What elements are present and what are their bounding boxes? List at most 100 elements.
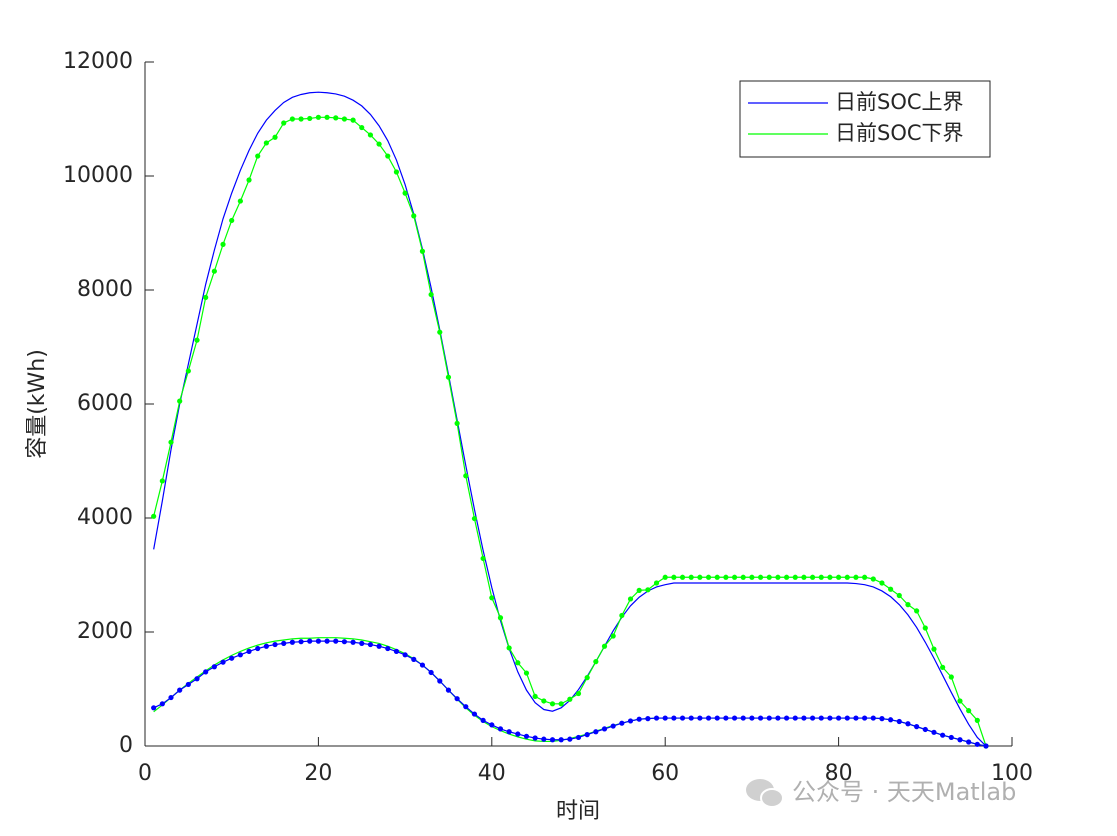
data-point bbox=[437, 678, 443, 684]
x-tick-label: 20 bbox=[304, 761, 332, 786]
data-point bbox=[827, 574, 833, 580]
data-point bbox=[697, 574, 703, 580]
data-point bbox=[740, 715, 746, 721]
data-point bbox=[471, 711, 478, 717]
x-tick-label: 0 bbox=[138, 761, 152, 786]
data-point bbox=[966, 739, 972, 745]
data-point bbox=[185, 368, 191, 374]
data-point bbox=[445, 687, 452, 693]
data-point bbox=[731, 715, 738, 721]
data-point bbox=[974, 717, 980, 723]
data-point bbox=[931, 646, 937, 652]
data-point bbox=[385, 645, 391, 652]
data-point bbox=[783, 574, 790, 580]
data-point bbox=[940, 664, 946, 670]
data-point bbox=[497, 726, 504, 732]
data-point bbox=[714, 715, 720, 721]
data-point bbox=[333, 638, 339, 644]
data-point bbox=[480, 717, 486, 723]
y-axis-label: 容量(kWh) bbox=[25, 349, 50, 459]
data-point bbox=[350, 117, 356, 123]
data-point bbox=[766, 715, 772, 721]
data-point bbox=[757, 715, 764, 721]
data-point bbox=[333, 115, 339, 121]
data-point bbox=[940, 732, 946, 738]
data-point bbox=[289, 639, 295, 645]
data-point bbox=[324, 114, 330, 120]
data-point bbox=[315, 114, 321, 120]
data-point bbox=[549, 737, 556, 743]
data-point bbox=[740, 574, 746, 580]
data-point bbox=[879, 580, 885, 586]
data-point bbox=[862, 715, 868, 721]
x-tick-label: 40 bbox=[478, 761, 506, 786]
data-point bbox=[870, 576, 876, 582]
x-tick-label: 100 bbox=[991, 761, 1033, 786]
data-point bbox=[957, 737, 963, 743]
data-point bbox=[584, 675, 590, 681]
data-point bbox=[376, 141, 382, 147]
data-point bbox=[272, 134, 278, 140]
data-point bbox=[679, 574, 686, 580]
data-point bbox=[411, 656, 417, 662]
data-point bbox=[896, 592, 902, 599]
data-point bbox=[636, 587, 642, 593]
data-point bbox=[393, 648, 400, 654]
data-point bbox=[385, 153, 391, 159]
data-point bbox=[549, 701, 556, 707]
data-point bbox=[905, 602, 911, 608]
data-point bbox=[289, 116, 295, 122]
data-point bbox=[775, 574, 781, 580]
data-point bbox=[523, 670, 530, 676]
data-point bbox=[636, 716, 642, 722]
data-point bbox=[723, 715, 729, 721]
x-tick-label: 80 bbox=[825, 761, 853, 786]
data-point bbox=[619, 720, 625, 726]
data-point bbox=[350, 639, 356, 645]
data-point bbox=[757, 574, 764, 580]
data-point bbox=[567, 736, 573, 742]
data-point bbox=[428, 291, 434, 298]
data-point bbox=[853, 574, 859, 580]
data-point bbox=[853, 715, 859, 721]
data-point bbox=[705, 574, 712, 580]
data-point bbox=[801, 715, 807, 721]
data-point bbox=[827, 715, 833, 721]
data-point bbox=[662, 574, 668, 580]
data-point bbox=[298, 116, 304, 122]
data-point bbox=[246, 648, 252, 654]
data-point bbox=[229, 217, 235, 224]
data-point bbox=[315, 638, 321, 644]
data-point bbox=[281, 120, 287, 126]
data-point bbox=[428, 669, 434, 676]
data-point bbox=[229, 655, 235, 661]
data-point bbox=[671, 715, 677, 721]
data-point bbox=[194, 676, 200, 682]
data-point bbox=[359, 640, 365, 647]
data-point bbox=[714, 574, 720, 580]
data-point bbox=[532, 735, 538, 741]
data-point bbox=[151, 705, 157, 711]
data-point bbox=[879, 716, 885, 722]
data-point bbox=[463, 473, 469, 479]
data-point bbox=[159, 478, 165, 484]
data-point bbox=[523, 733, 530, 739]
data-point bbox=[220, 659, 226, 665]
data-point bbox=[307, 115, 313, 122]
data-point bbox=[185, 681, 191, 688]
data-point bbox=[541, 698, 547, 704]
y-tick-label: 8000 bbox=[77, 277, 133, 302]
data-point bbox=[454, 420, 460, 426]
data-point bbox=[298, 639, 304, 645]
data-point bbox=[957, 698, 963, 704]
data-point bbox=[844, 715, 850, 721]
data-point bbox=[809, 715, 816, 721]
data-point bbox=[411, 213, 417, 219]
data-point bbox=[862, 574, 868, 580]
data-point bbox=[255, 645, 261, 652]
x-axis-label: 时间 bbox=[556, 799, 600, 824]
data-point bbox=[211, 664, 217, 670]
data-point bbox=[532, 693, 538, 700]
watermark-icon bbox=[746, 779, 784, 808]
